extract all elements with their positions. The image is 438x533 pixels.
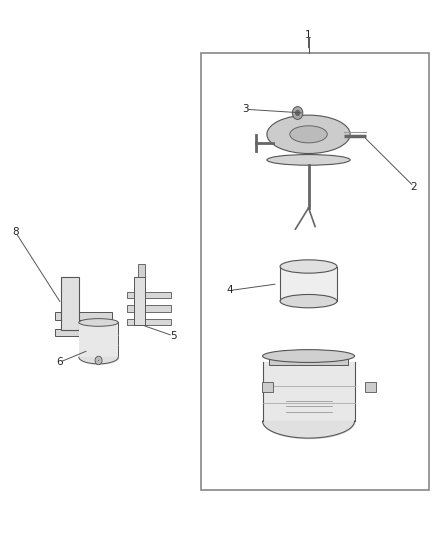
- Ellipse shape: [280, 260, 337, 273]
- Ellipse shape: [267, 115, 350, 154]
- Bar: [127, 305, 171, 312]
- Bar: [269, 354, 348, 365]
- Bar: [79, 322, 118, 357]
- Text: 2: 2: [410, 182, 417, 191]
- Text: 8: 8: [12, 227, 19, 237]
- Bar: [261, 382, 273, 392]
- Bar: [61, 277, 79, 330]
- Bar: [138, 264, 145, 277]
- Bar: [127, 292, 171, 298]
- Circle shape: [295, 110, 300, 116]
- Text: 4: 4: [226, 286, 233, 295]
- Text: 3: 3: [242, 104, 249, 114]
- Text: 7: 7: [93, 358, 100, 367]
- Text: 5: 5: [170, 331, 177, 341]
- Bar: [280, 266, 337, 301]
- Ellipse shape: [79, 319, 118, 326]
- Text: 6: 6: [56, 358, 63, 367]
- Ellipse shape: [267, 155, 350, 165]
- Bar: [134, 277, 145, 325]
- Bar: [364, 382, 376, 392]
- Bar: [262, 362, 354, 421]
- Bar: [55, 329, 112, 336]
- Text: 1: 1: [305, 30, 312, 39]
- Circle shape: [292, 107, 303, 119]
- Bar: [127, 319, 171, 325]
- Ellipse shape: [280, 294, 337, 308]
- Circle shape: [95, 356, 102, 365]
- Ellipse shape: [262, 350, 354, 362]
- Bar: [55, 312, 112, 320]
- Ellipse shape: [290, 126, 327, 143]
